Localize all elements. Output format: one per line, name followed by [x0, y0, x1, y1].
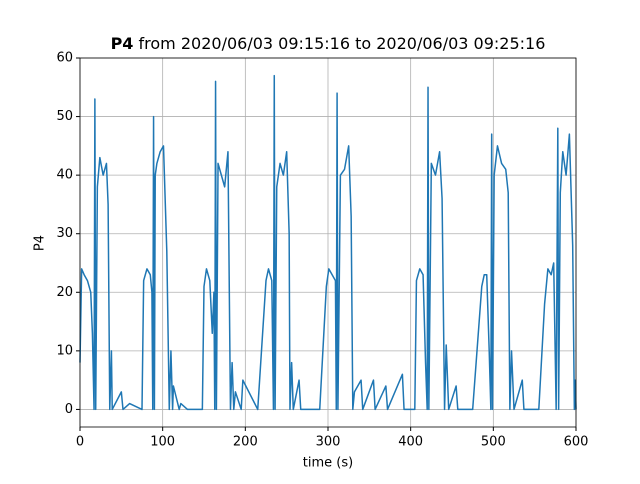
y-tick-label: 50 [56, 109, 73, 124]
y-axis-label: P4 [33, 235, 48, 251]
y-tick-label: 60 [56, 51, 73, 66]
title-rest: from 2020/06/03 09:15:16 to 2020/06/03 0… [139, 34, 546, 53]
x-tick-label: 0 [76, 435, 84, 450]
y-tick-label: 30 [56, 226, 73, 241]
chart-title: P4 from 2020/06/03 09:15:16 to 2020/06/0… [111, 34, 546, 53]
x-tick-label: 600 [564, 435, 589, 450]
x-tick-label: 200 [233, 435, 258, 450]
y-tick-label: 20 [56, 285, 73, 300]
x-tick-label: 400 [398, 435, 423, 450]
title-bold: P4 [111, 34, 134, 53]
y-tick-label: 40 [56, 168, 73, 183]
plot-frame [79, 57, 577, 428]
y-tick-label: 0 [65, 402, 73, 417]
x-axis-label: time (s) [303, 456, 353, 471]
data-line [79, 74, 577, 411]
x-tick-label: 100 [150, 435, 175, 450]
x-tick-label: 500 [481, 435, 506, 450]
x-tick-label: 300 [316, 435, 341, 450]
y-tick-label: 10 [56, 343, 73, 358]
